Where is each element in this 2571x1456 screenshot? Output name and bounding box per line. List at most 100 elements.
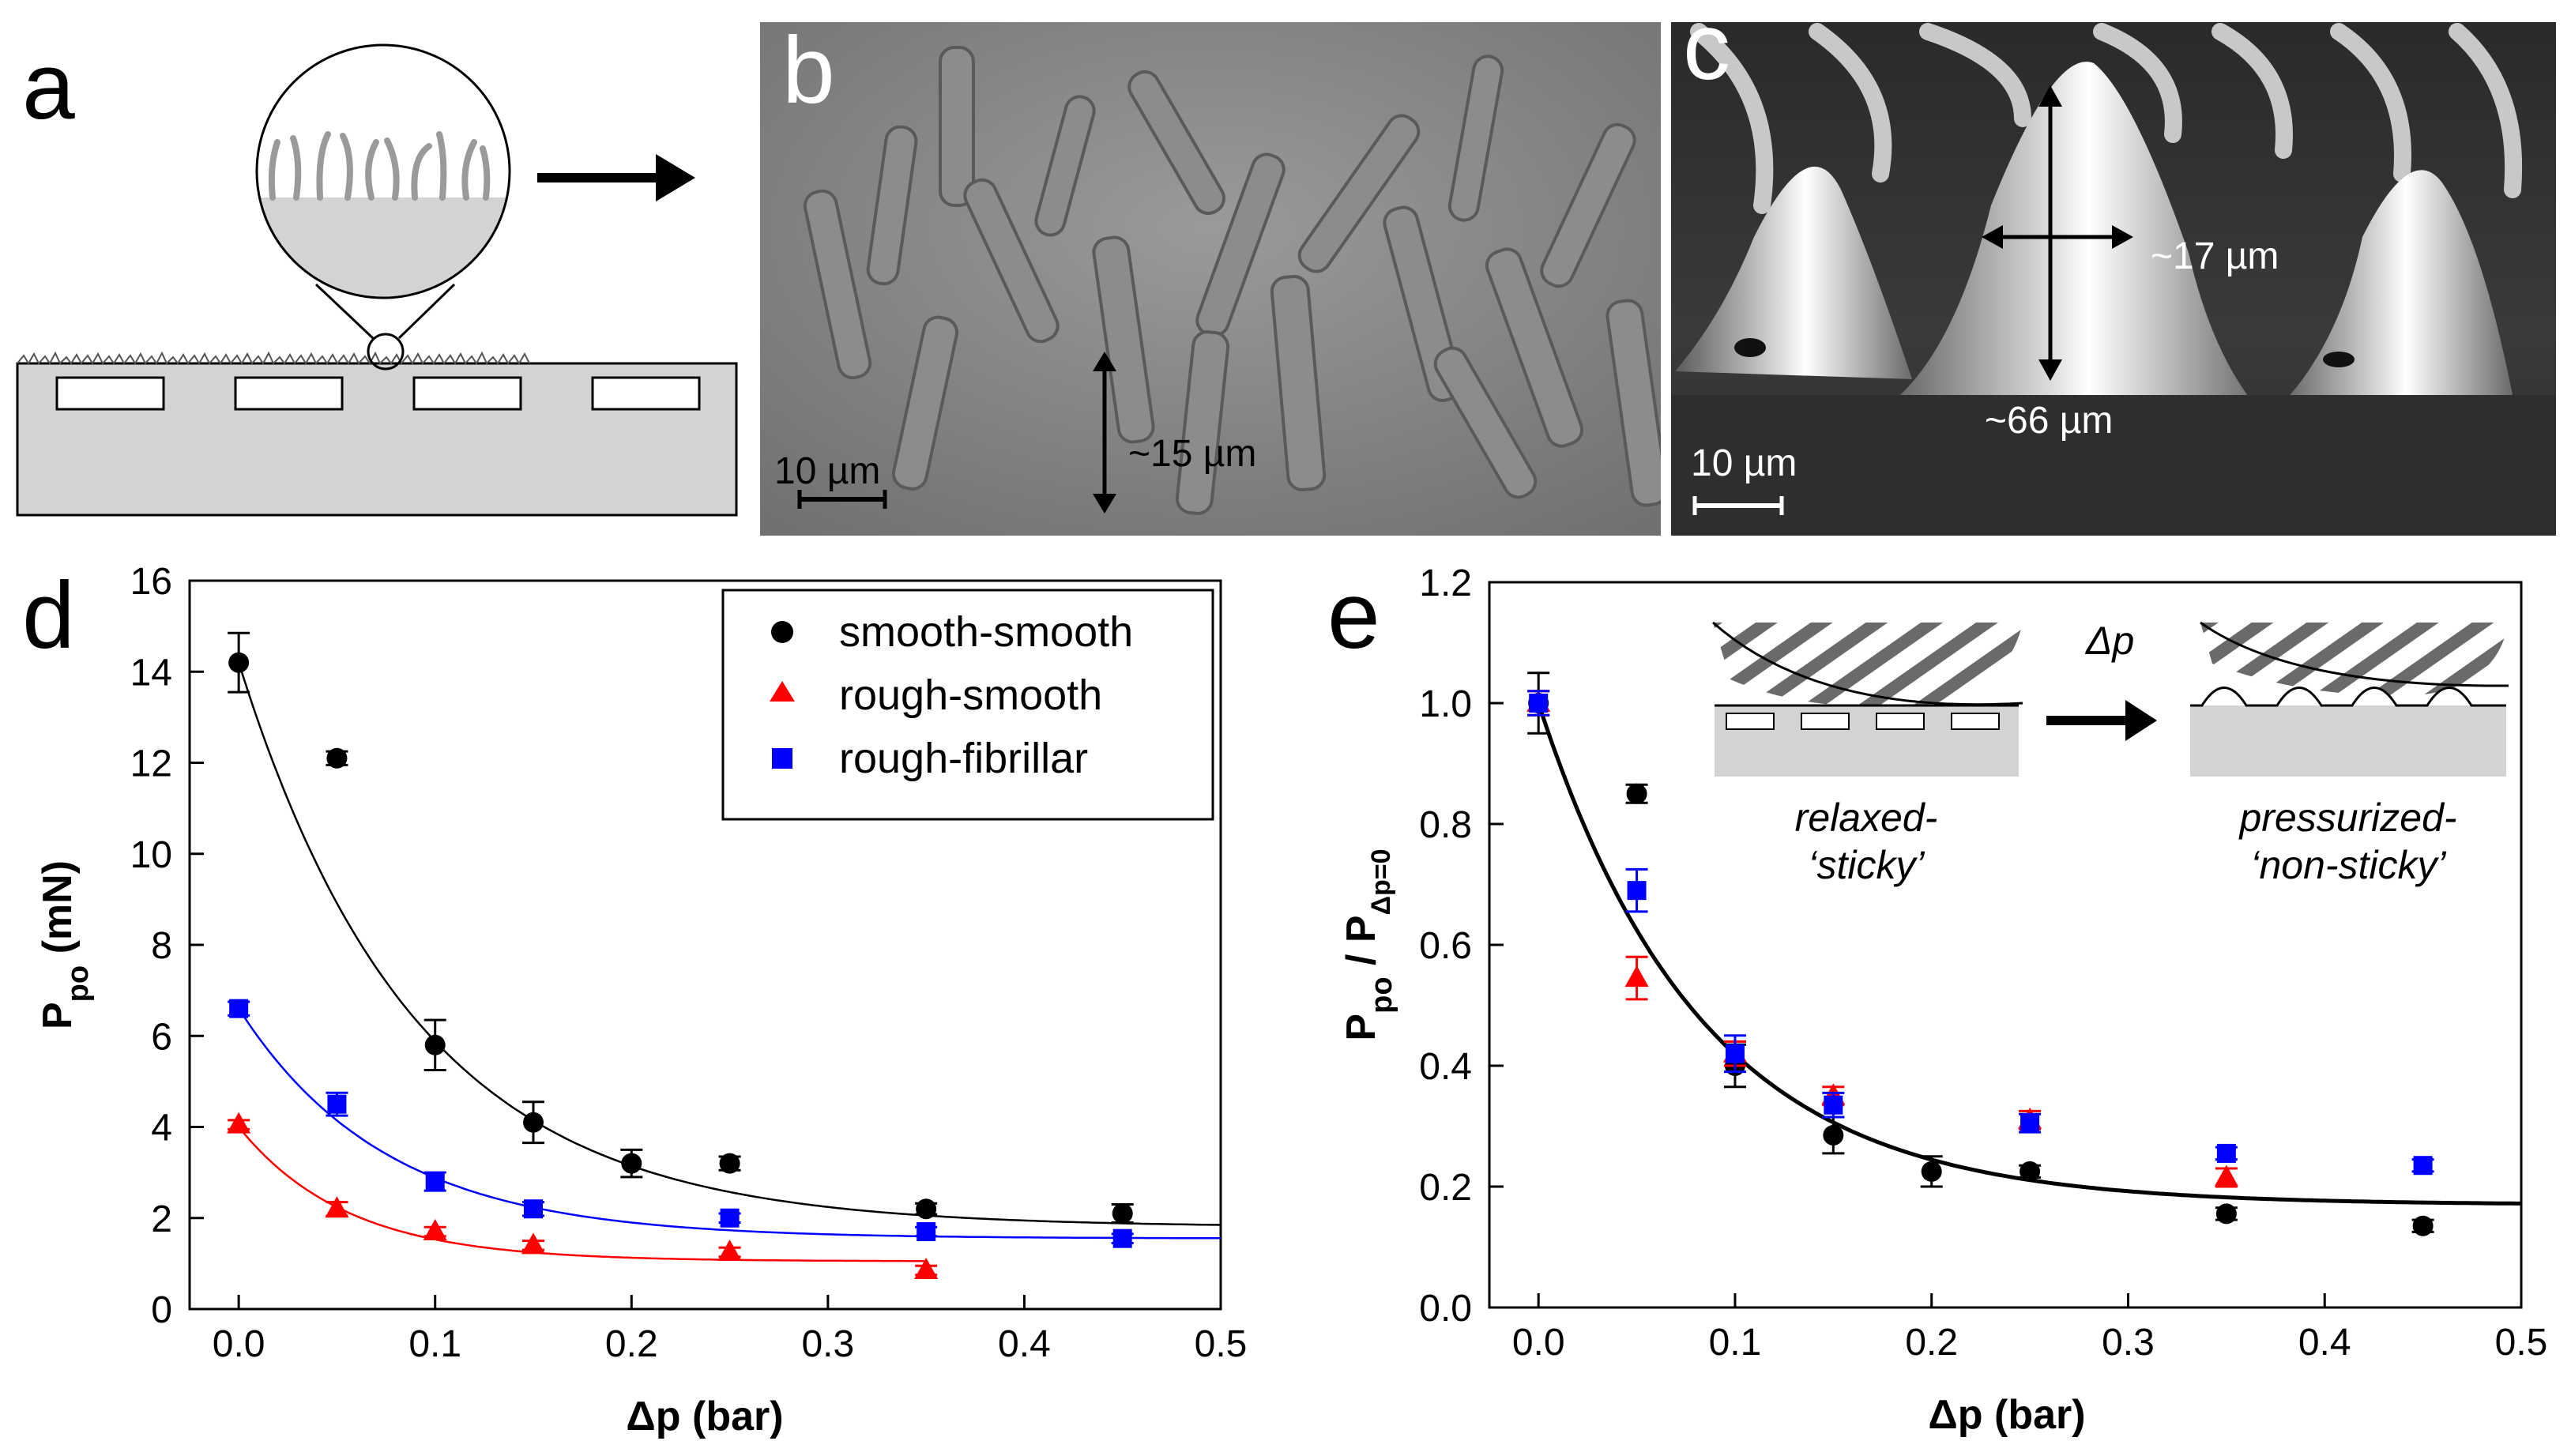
y-title-sub: po xyxy=(62,965,95,1002)
point-smooth-smooth xyxy=(719,1153,740,1174)
panel-letter-c: c xyxy=(1683,0,1730,100)
magnifier xyxy=(255,43,511,299)
y-tick-label: 1.0 xyxy=(1419,683,1472,725)
zoom-line xyxy=(397,283,456,340)
point-rough-fibrillar xyxy=(425,1172,445,1191)
y-tick-label: 1.2 xyxy=(1419,562,1472,604)
point-rough-fibrillar xyxy=(917,1222,936,1242)
point-rough-smooth xyxy=(423,1219,447,1241)
fibril-height-label: ~15 µm xyxy=(1128,433,1256,475)
point-rough-fibrillar xyxy=(2020,1113,2040,1133)
point-rough-fibrillar xyxy=(1627,881,1647,901)
sem-base xyxy=(1671,395,2556,536)
x-tick-label: 0.5 xyxy=(2495,1322,2548,1364)
y-tick-label: 16 xyxy=(130,561,172,603)
cone-height-label: ~66 µm xyxy=(1985,400,2113,442)
cone-right xyxy=(2276,170,2513,411)
legend-marker-triangle xyxy=(770,681,795,702)
x-tick-label: 0.1 xyxy=(1709,1322,1762,1364)
zoom-spot xyxy=(367,333,405,371)
chart-d: d 0.0 0.1 0.2 0.3 0.4 0.5 0 2 4 6 8 10 12 14 16 Δp (ba… xyxy=(22,561,1247,1439)
point-rough-fibrillar xyxy=(2413,1156,2433,1176)
x-tick-label: 0.1 xyxy=(408,1323,461,1365)
fibrils-surface xyxy=(17,351,530,365)
x-tick-label: 0.2 xyxy=(1905,1322,1958,1364)
arrow-head xyxy=(656,154,695,201)
y-tick-label: 0 xyxy=(151,1289,172,1331)
point-smooth-smooth xyxy=(1112,1202,1133,1224)
point-rough-smooth xyxy=(1624,965,1649,988)
point-smooth-smooth xyxy=(2020,1161,2041,1182)
cone-left xyxy=(1675,166,1912,379)
y-tick-label: 12 xyxy=(130,743,172,785)
fit-curve xyxy=(238,1008,1221,1240)
y-tick-label: 0.0 xyxy=(1419,1288,1472,1330)
panel-a: a xyxy=(16,33,738,517)
channel xyxy=(55,376,165,411)
y-tick-label: 0.8 xyxy=(1419,804,1472,846)
point-smooth-smooth xyxy=(916,1198,937,1220)
y-axis-title: Ppo (mN) xyxy=(35,860,95,1029)
point-rough-smooth xyxy=(521,1232,545,1255)
y-tick-label: 0.2 xyxy=(1419,1167,1472,1209)
cone-width-label: ~17 µm xyxy=(2151,235,2279,277)
point-smooth-smooth xyxy=(2412,1215,2434,1236)
y-title-main: P xyxy=(35,1002,81,1029)
magnified-fibrils xyxy=(268,131,491,201)
x-tick-label: 0.3 xyxy=(2102,1322,2155,1364)
point-smooth-smooth xyxy=(228,652,250,673)
x-axis-title-text: Δp (bar) xyxy=(626,1394,783,1439)
y-title-unit: (mN) xyxy=(35,860,81,965)
x-tick-label: 0.3 xyxy=(801,1323,854,1365)
panel-b: ~15 µm 10 µm b xyxy=(760,17,1661,536)
point-rough-fibrillar xyxy=(1112,1228,1132,1248)
chart-e: e 0.0 0.1 0.2 0.3 0.4 0.5 0.0 0.2 0.4 0.6 0.8 1.0 1.… xyxy=(1327,562,2547,1438)
y-tick-label: 10 xyxy=(130,834,172,876)
legend-label-rough-fibrillar: rough-fibrillar xyxy=(839,735,1088,782)
point-smooth-smooth xyxy=(523,1112,544,1133)
panel-c: ~17 µm ~66 µm 10 µm c xyxy=(1671,0,2556,536)
y-title-slash: / P xyxy=(1338,915,1384,976)
fit-curve xyxy=(237,662,1222,1226)
y-tick-label: 8 xyxy=(151,925,172,967)
x-tick-label: 0.4 xyxy=(2298,1322,2351,1364)
legend: smooth-smooth rough-smooth rough-fibrill… xyxy=(721,589,1214,821)
x-axis-title: Δp (bar) xyxy=(1928,1392,2085,1438)
magnifier-base xyxy=(257,198,510,298)
inset-label-pressurized-1: pressurized- xyxy=(2238,796,2456,840)
point-smooth-smooth xyxy=(326,747,348,769)
x-tick-label: 0.2 xyxy=(605,1323,658,1365)
y-tick-label: 4 xyxy=(151,1108,172,1149)
point-rough-fibrillar xyxy=(524,1199,543,1219)
legend-label-rough-smooth: rough-smooth xyxy=(839,672,1102,719)
x-axis-title-text: Δp (bar) xyxy=(1928,1392,2085,1438)
y-title-sub: po xyxy=(1365,976,1398,1013)
point-smooth-smooth xyxy=(2215,1203,2237,1225)
panel-letter-e: e xyxy=(1327,562,1380,668)
sem-pillars xyxy=(803,46,1661,515)
y-title-sub2: Δp=0 xyxy=(1366,848,1396,915)
y-tick-label: 14 xyxy=(130,652,172,694)
panel-letter-a: a xyxy=(22,33,75,139)
legend-marker-circle xyxy=(771,621,793,643)
x-axis-title: Δp (bar) xyxy=(626,1394,783,1439)
x-tick-label: 0.5 xyxy=(1195,1323,1248,1365)
inset-label-pressurized-2: ‘non-sticky’ xyxy=(2250,843,2446,887)
channel xyxy=(412,376,522,411)
inset-arrow-label: Δp xyxy=(2085,619,2134,663)
height-arrow-head xyxy=(1093,494,1116,514)
inset-schematic: Δp relaxed- ‘sticky’ pressurized- ‘non-s… xyxy=(1712,619,2509,887)
point-rough-fibrillar xyxy=(229,999,249,1018)
height-arrow-head xyxy=(1093,352,1116,371)
y-tick-label: 0.6 xyxy=(1419,925,1472,967)
point-smooth-smooth xyxy=(1626,783,1647,804)
scale-bar-label: 10 µm xyxy=(774,450,880,492)
zoom-line xyxy=(314,283,375,340)
point-smooth-smooth xyxy=(424,1034,446,1055)
legend-label-smooth-smooth: smooth-smooth xyxy=(839,608,1133,656)
y-axis-title: Ppo / PΔp=0 xyxy=(1338,848,1398,1040)
legend-marker-square xyxy=(772,748,792,769)
point-rough-smooth xyxy=(717,1239,742,1261)
point-rough-smooth xyxy=(227,1112,251,1134)
